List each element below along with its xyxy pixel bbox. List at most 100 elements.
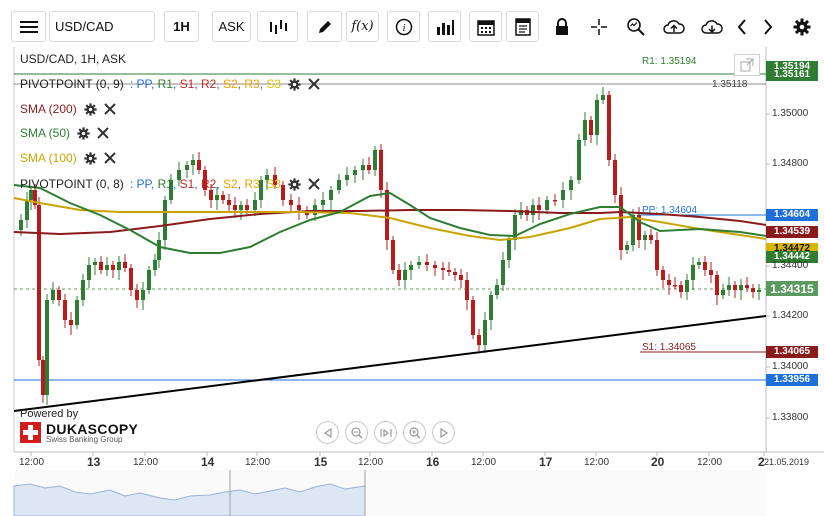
pivot-9-remove-button[interactable]	[308, 78, 320, 90]
calendar-icon	[476, 19, 495, 36]
sma-200-settings-button[interactable]	[84, 102, 97, 116]
candle-body	[361, 165, 365, 170]
time-axis-label: 12:00	[19, 457, 45, 468]
close-icon	[103, 152, 116, 164]
sma-50-settings-button[interactable]	[77, 126, 90, 140]
sma-50-remove-button[interactable]	[97, 127, 109, 139]
menu-icon	[19, 20, 38, 33]
time-axis-label: 20	[651, 455, 665, 469]
settings-button[interactable]	[790, 11, 814, 42]
chevron-left-icon	[737, 18, 746, 35]
zoom-button[interactable]	[622, 11, 650, 42]
expand-chart-button[interactable]	[734, 54, 760, 76]
gear-icon	[77, 126, 90, 140]
candle-body	[655, 240, 659, 270]
pivot8-pp: PP	[136, 177, 151, 191]
upload-button[interactable]	[659, 11, 689, 42]
sma-200-line	[13, 209, 767, 236]
candle-body	[63, 300, 67, 320]
sma-100-settings-button[interactable]	[84, 151, 97, 165]
info-button[interactable]: i	[387, 11, 420, 42]
pan-left-button[interactable]	[316, 421, 339, 444]
time-axis-label: 14	[201, 455, 215, 469]
sma-100-remove-button[interactable]	[103, 152, 116, 164]
time-axis-label: 12:00	[133, 457, 159, 468]
close-icon	[97, 127, 109, 139]
chart-navigation	[316, 421, 455, 444]
reset-button[interactable]	[374, 421, 397, 444]
report-icon	[514, 17, 531, 36]
function-icon: f(x)	[351, 19, 374, 34]
timeframe-button[interactable]: 1H	[164, 11, 199, 42]
candle-body	[19, 220, 23, 230]
dukascopy-logo[interactable]: DUKASCOPY Swiss Banking Group	[20, 421, 138, 444]
candle-body	[129, 268, 133, 290]
candle-body	[289, 200, 293, 205]
triangle-left-icon	[323, 427, 332, 438]
draw-button[interactable]	[307, 11, 342, 42]
legend-pivot-9-label: PIVOTPOINT (0, 9)	[20, 77, 124, 91]
price-axis-label: 1.34000	[772, 361, 809, 372]
symbol-select[interactable]: USD/CAD	[49, 11, 155, 42]
candle-body	[607, 95, 611, 160]
candle-body	[495, 285, 499, 295]
candle-body	[733, 285, 737, 290]
trend-line	[13, 315, 767, 412]
candle-body	[265, 175, 269, 180]
candle-body	[601, 95, 605, 100]
bars-icon	[269, 19, 287, 34]
gear-icon	[793, 18, 811, 35]
price-tag-current: 1.34315	[766, 281, 818, 296]
sma-50-line	[13, 184, 767, 254]
price-tag-s1: 1.34065	[766, 346, 818, 358]
candle-body	[403, 270, 407, 280]
candle-body	[561, 190, 565, 200]
pivot8-s1: S1	[179, 177, 195, 191]
candle-body	[29, 190, 33, 200]
zoom-in-button[interactable]	[403, 421, 426, 444]
lock-button[interactable]	[548, 11, 576, 42]
side-value: ASK	[218, 19, 245, 34]
pivot-9-settings-button[interactable]	[288, 77, 301, 91]
candle-body	[117, 262, 121, 270]
expand-icon	[740, 58, 754, 72]
price-axis-label: 1.34400	[772, 260, 809, 271]
pivot-8-settings-button[interactable]	[288, 177, 301, 191]
menu-button[interactable]	[11, 11, 46, 42]
crosshair-button[interactable]	[585, 11, 613, 42]
pivot-8-remove-button[interactable]	[308, 178, 320, 190]
legend-sma-50: SMA (50)	[20, 125, 109, 141]
candle-body	[447, 270, 451, 272]
candle-body	[661, 270, 665, 280]
pan-right-button[interactable]	[432, 421, 455, 444]
chart-type-button[interactable]	[257, 11, 298, 42]
candle-body	[697, 262, 701, 265]
pivot8-s3: S3	[266, 177, 282, 191]
calendar-button[interactable]	[469, 11, 502, 42]
candle-body	[391, 240, 395, 270]
sma-200-remove-button[interactable]	[103, 103, 116, 115]
candle-body	[727, 285, 731, 290]
scroll-right-button[interactable]	[757, 11, 779, 42]
scroll-left-button[interactable]	[731, 11, 753, 42]
report-button[interactable]	[506, 11, 539, 42]
price-tag-pp: 1.34604	[766, 209, 818, 221]
side-button[interactable]: ASK	[212, 11, 251, 42]
legend-sma-200: SMA (200)	[20, 101, 116, 117]
candle-body	[453, 272, 457, 275]
logo-name: DUKASCOPY	[46, 421, 139, 437]
chart-title: USD/CAD, 1H, ASK	[20, 51, 126, 67]
volume-button[interactable]	[428, 11, 461, 42]
candle-body	[679, 285, 683, 292]
volume-icon	[436, 19, 454, 35]
candle-body	[45, 300, 49, 395]
candle-body	[751, 288, 755, 292]
price-axis-label: 1.34800	[772, 158, 809, 169]
zoom-out-button[interactable]	[345, 421, 368, 444]
function-button[interactable]: f(x)	[346, 11, 379, 42]
candle-body	[519, 210, 523, 215]
candle-body	[87, 265, 91, 280]
gear-icon	[84, 102, 97, 116]
download-button[interactable]	[697, 11, 727, 42]
